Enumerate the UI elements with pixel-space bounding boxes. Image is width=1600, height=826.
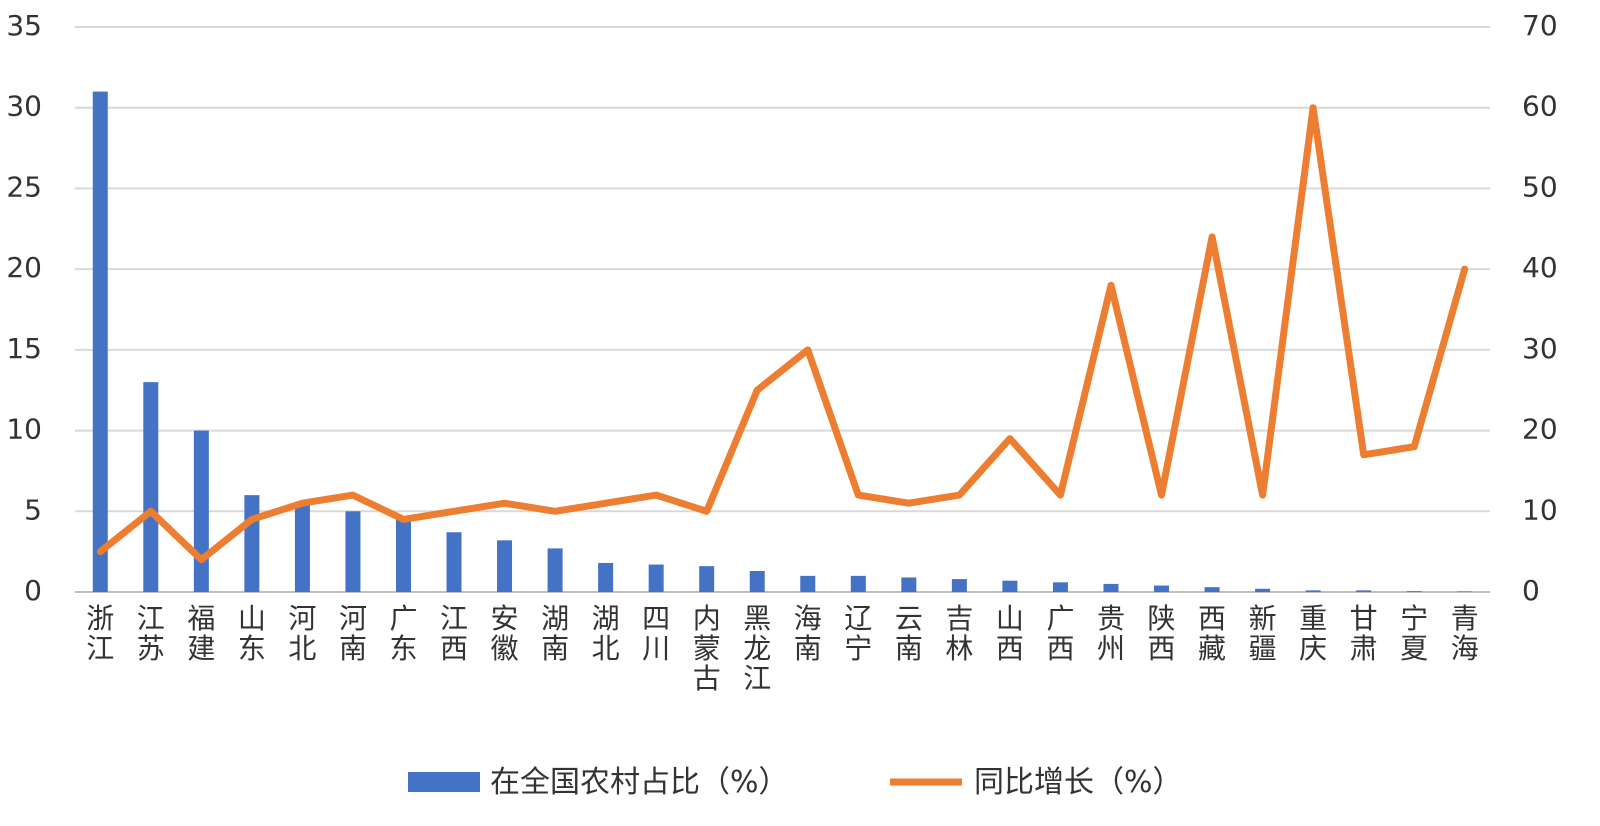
category-label: 青海	[1451, 602, 1479, 665]
bar	[92, 91, 108, 593]
bar	[850, 575, 866, 592]
bar	[244, 495, 260, 592]
category-label: 浙江	[86, 602, 114, 665]
bar	[446, 532, 462, 592]
bar	[547, 548, 563, 592]
bar	[1002, 580, 1018, 592]
category-label: 江西	[440, 602, 468, 665]
bar	[395, 517, 411, 592]
category-label: 广西	[1046, 602, 1074, 665]
bar	[699, 566, 715, 592]
right-y-axis: 0 10 20 30 40 50 60 70	[1522, 9, 1558, 607]
category-label: 辽宁	[844, 602, 872, 665]
gridlines	[75, 26, 1490, 593]
bar	[143, 382, 159, 592]
category-label: 甘肃	[1350, 602, 1378, 665]
right-axis-tick-label: 70	[1522, 9, 1558, 42]
category-label: 吉林	[945, 602, 973, 665]
left-axis-tick-label: 25	[6, 170, 42, 203]
category-label: 西藏	[1198, 602, 1226, 665]
legend-label-bar: 在全国农村占比（%）	[490, 765, 789, 800]
category-label: 河南	[339, 602, 367, 665]
bar-series	[92, 91, 1473, 593]
bar	[951, 579, 967, 592]
category-label: 福建	[187, 602, 215, 665]
bar	[800, 575, 816, 592]
category-label: 四川	[642, 602, 670, 665]
right-axis-tick-label: 30	[1522, 332, 1558, 365]
left-axis-tick-label: 0	[24, 574, 42, 607]
category-label: 陕西	[1148, 602, 1176, 665]
category-label: 山东	[238, 602, 266, 665]
left-axis-tick-label: 5	[24, 493, 42, 526]
category-label: 安徽	[491, 602, 519, 665]
right-axis-tick-label: 40	[1522, 251, 1558, 284]
category-label: 广东	[389, 602, 417, 665]
legend-label-line: 同比增长（%）	[974, 765, 1183, 800]
category-label: 云南	[895, 602, 923, 665]
right-axis-tick-label: 10	[1522, 493, 1558, 526]
bar	[193, 430, 209, 592]
category-label: 重庆	[1299, 602, 1327, 665]
right-axis-tick-label: 50	[1522, 170, 1558, 203]
bar	[294, 503, 310, 592]
bar	[1103, 583, 1119, 592]
bar	[345, 511, 361, 592]
left-axis-tick-label: 15	[6, 332, 42, 365]
bar	[1356, 590, 1372, 592]
category-label: 新疆	[1249, 602, 1277, 665]
bar	[648, 564, 664, 592]
category-label: 黑龙江	[743, 602, 771, 695]
left-axis-tick-label: 30	[6, 90, 42, 123]
series-line	[96, 104, 1469, 564]
right-axis-tick-label: 60	[1522, 90, 1558, 123]
right-axis-tick-label: 0	[1522, 574, 1540, 607]
left-axis-tick-label: 10	[6, 413, 42, 446]
legend: 在全国农村占比（%） 同比增长（%）	[408, 765, 1183, 800]
bar	[901, 577, 917, 592]
category-labels: 浙江江苏福建山东河北河南广东江西安徽湖南湖北四川内蒙古黑龙江海南辽宁云南吉林山西…	[86, 602, 1478, 695]
category-label: 山西	[996, 602, 1024, 665]
bar	[1204, 587, 1220, 592]
bar	[1052, 582, 1068, 592]
category-label: 宁夏	[1400, 602, 1428, 665]
line-series	[96, 104, 1469, 564]
category-label: 海南	[794, 602, 822, 665]
left-axis-tick-label: 35	[6, 9, 42, 42]
bar	[1154, 585, 1170, 592]
bar	[1305, 590, 1321, 592]
category-label: 内蒙古	[693, 602, 721, 695]
legend-swatch-bar	[408, 772, 480, 792]
category-label: 湖南	[541, 602, 569, 665]
bar	[1406, 591, 1422, 592]
category-label: 贵州	[1097, 602, 1125, 665]
bar	[749, 571, 765, 592]
bar	[1255, 588, 1271, 592]
category-label: 湖北	[592, 602, 620, 665]
category-label: 江苏	[137, 602, 165, 665]
left-axis-tick-label: 20	[6, 251, 42, 284]
bar	[497, 540, 513, 592]
category-label: 河北	[288, 602, 316, 665]
right-axis-tick-label: 20	[1522, 413, 1558, 446]
bar	[598, 562, 614, 592]
left-y-axis: 0 5 10 15 20 25 30 35	[6, 9, 42, 607]
